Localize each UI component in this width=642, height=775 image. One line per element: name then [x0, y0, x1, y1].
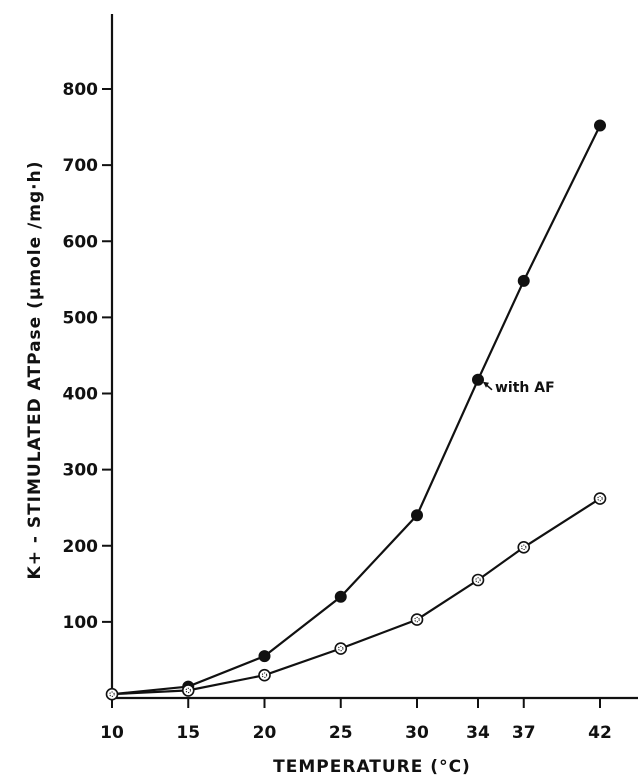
- data-point: [334, 590, 347, 603]
- series-line-1: [111, 125, 601, 696]
- x-tick-label: 42: [588, 723, 612, 743]
- data-point: [517, 274, 530, 287]
- y-tick-label: 500: [63, 308, 99, 328]
- data-point: [593, 492, 607, 505]
- x-axis-ticks: 10 15 20 25 30 34 37 42: [100, 698, 612, 743]
- axes: [110, 14, 638, 700]
- annotations: with AF: [483, 380, 555, 396]
- x-tick-label: 10: [100, 723, 124, 743]
- data-point-center: [261, 672, 268, 678]
- y-axis-ticks: 100 200 300 400 500 600 700 800: [63, 80, 112, 633]
- x-tick-label: 25: [329, 723, 353, 743]
- data-point: [258, 668, 271, 682]
- data-point: [471, 573, 485, 587]
- y-axis-title: K+ - STIMULATED ATPase (µmole /mg·h): [25, 161, 45, 580]
- data-point-center: [109, 691, 115, 697]
- data-point: [181, 684, 195, 697]
- x-tick-label: 15: [176, 723, 200, 743]
- data-point: [517, 540, 531, 554]
- data-point: [258, 650, 271, 663]
- data-point: [472, 373, 484, 386]
- data-point-center: [414, 616, 420, 623]
- y-tick-label: 600: [63, 232, 99, 252]
- data-point: [411, 509, 423, 522]
- data-point: [105, 687, 119, 701]
- data-point-center: [475, 577, 481, 583]
- annotation-arrowhead: [483, 381, 489, 388]
- y-tick-label: 700: [63, 156, 99, 176]
- x-tick-label: 20: [253, 723, 277, 743]
- y-tick-label: 100: [63, 613, 99, 633]
- data-series: [105, 119, 607, 701]
- annotation-label: with AF: [495, 380, 555, 396]
- x-tick-label: 37: [512, 723, 536, 743]
- x-tick-label: 30: [405, 723, 429, 743]
- data-point: [334, 642, 348, 655]
- data-point: [594, 119, 606, 132]
- data-point-center: [597, 495, 603, 502]
- data-point-center: [521, 544, 527, 550]
- data-point-center: [338, 645, 344, 652]
- y-tick-label: 800: [63, 80, 99, 100]
- data-point-center: [185, 687, 191, 694]
- x-axis-title: TEMPERATURE (°C): [273, 757, 471, 775]
- x-tick-label: 34: [466, 723, 490, 743]
- y-tick-label: 200: [63, 537, 99, 557]
- y-tick-label: 400: [63, 385, 99, 405]
- y-tick-label: 300: [63, 461, 99, 481]
- data-point: [410, 613, 424, 626]
- series-line-2: [111, 497, 601, 696]
